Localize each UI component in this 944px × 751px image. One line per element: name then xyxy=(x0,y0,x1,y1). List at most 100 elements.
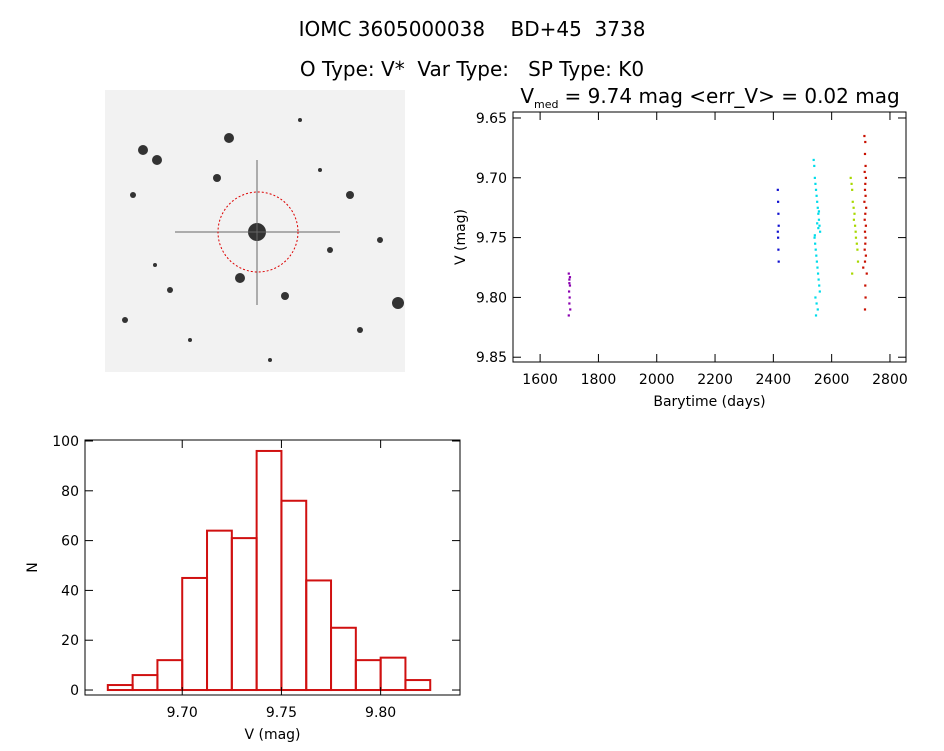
point xyxy=(851,200,854,203)
point xyxy=(815,254,818,257)
y-tick-label: 9.75 xyxy=(476,231,507,247)
point xyxy=(864,242,867,245)
point xyxy=(568,284,572,287)
x-tick-label: 2400 xyxy=(756,372,792,388)
point xyxy=(864,212,867,215)
point xyxy=(776,188,779,191)
point xyxy=(567,314,570,317)
point xyxy=(813,164,816,168)
y-tick-label: 0 xyxy=(70,683,79,699)
x-tick-label: 2600 xyxy=(814,372,850,388)
point xyxy=(814,248,817,251)
point xyxy=(862,266,865,269)
point xyxy=(568,302,571,305)
hist-bar xyxy=(206,529,233,692)
point xyxy=(863,170,866,174)
aperture xyxy=(217,191,299,273)
point xyxy=(568,296,571,299)
point xyxy=(863,188,867,191)
x-tick-label: 9.80 xyxy=(365,705,396,721)
point xyxy=(568,282,571,285)
point xyxy=(568,278,571,281)
subtitle: O Type: V* Var Type: SP Type: K0 xyxy=(300,57,644,81)
point xyxy=(856,260,860,263)
point xyxy=(863,248,866,251)
point xyxy=(569,308,572,311)
title-part: V xyxy=(520,84,534,108)
hist-bar xyxy=(404,679,432,692)
hist-bar xyxy=(354,659,382,692)
hist-bar xyxy=(379,656,407,692)
point xyxy=(816,200,819,203)
hist-bar xyxy=(255,449,283,692)
point xyxy=(864,182,867,185)
hist-bar xyxy=(106,684,134,692)
point xyxy=(815,194,818,197)
point xyxy=(865,206,868,209)
point xyxy=(864,176,867,179)
point xyxy=(816,206,819,209)
hist-bar xyxy=(305,579,333,692)
point xyxy=(814,242,817,245)
y-tick-label: 9.70 xyxy=(476,171,507,187)
point xyxy=(863,134,866,138)
point xyxy=(818,230,822,233)
x-tick-label: 9.70 xyxy=(167,705,198,721)
point xyxy=(817,278,820,281)
x-tick-label: 1800 xyxy=(581,372,617,388)
y-axis-label: V (mag) xyxy=(453,209,469,265)
y-axis-label: N xyxy=(25,562,41,572)
point xyxy=(818,224,821,227)
sky-image xyxy=(105,90,405,372)
plot-frame xyxy=(84,439,461,696)
point xyxy=(852,206,855,209)
point xyxy=(863,308,867,311)
point xyxy=(856,248,859,251)
y-tick-label: 60 xyxy=(61,534,79,550)
point xyxy=(777,224,780,227)
point xyxy=(864,254,867,257)
hist-bar xyxy=(230,537,258,692)
point xyxy=(816,272,820,275)
point xyxy=(864,140,867,144)
point xyxy=(814,296,817,299)
point xyxy=(777,200,780,203)
point xyxy=(814,188,818,191)
point xyxy=(864,236,867,239)
point xyxy=(567,272,570,275)
point xyxy=(850,182,853,185)
x-tick-label: 2200 xyxy=(697,372,733,388)
point xyxy=(568,276,572,279)
point xyxy=(864,296,867,299)
y-tick-label: 20 xyxy=(61,633,79,649)
x-tick-label: 1600 xyxy=(522,372,558,388)
point xyxy=(776,230,779,233)
point xyxy=(816,266,819,269)
point xyxy=(817,210,821,213)
point xyxy=(816,308,819,311)
point xyxy=(812,158,815,162)
hist-bar xyxy=(330,626,357,692)
point xyxy=(864,224,867,227)
hist-bar xyxy=(181,576,209,692)
y-tick-label: 100 xyxy=(52,434,79,450)
point xyxy=(813,176,816,179)
point xyxy=(814,182,817,185)
point xyxy=(864,284,867,287)
point xyxy=(814,314,818,317)
title: IOMC 3605000038 BD+45 3738 xyxy=(299,17,646,41)
point xyxy=(777,260,780,263)
point xyxy=(815,302,818,305)
point xyxy=(864,194,867,197)
point xyxy=(817,218,821,221)
point xyxy=(863,260,867,263)
point xyxy=(855,242,858,245)
point xyxy=(865,272,868,275)
y-tick-label: 9.80 xyxy=(476,290,507,306)
title-subscript: med xyxy=(534,98,558,111)
x-tick-label: 9.75 xyxy=(266,705,297,721)
y-tick-label: 40 xyxy=(61,583,79,599)
scatter-title: Vmed = 9.74 mag <err_V> = 0.02 mag xyxy=(520,84,899,111)
y-tick-label: 9.65 xyxy=(476,111,507,127)
